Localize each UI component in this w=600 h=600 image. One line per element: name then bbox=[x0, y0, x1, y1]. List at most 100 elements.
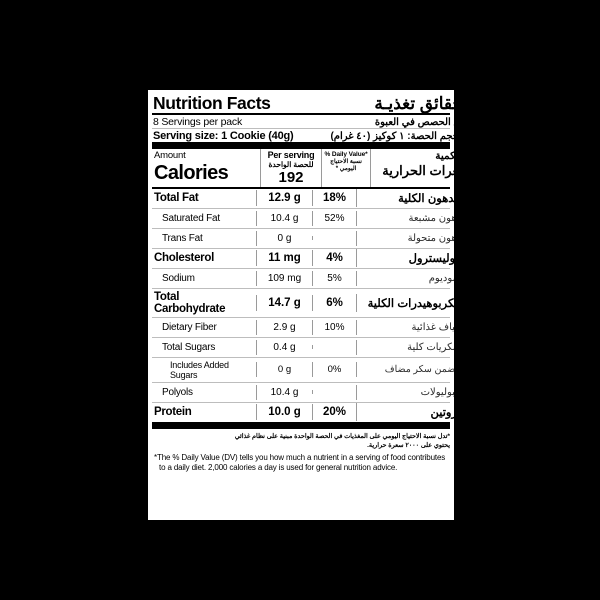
nutrient-row: Polyols 10.4 g البوليولات bbox=[148, 383, 454, 402]
row-divider bbox=[152, 401, 450, 403]
nutrient-row: Cholesterol 11 mg 4% كوليسترول bbox=[148, 249, 454, 268]
nutrient-row: Includes Added Sugars 0 g 0% يتضمن سكر مضاف bbox=[148, 358, 454, 382]
nutrient-name-en: Total Sugars bbox=[162, 341, 216, 353]
nutrient-name-ar: الكربوهيدرات الكلية bbox=[356, 293, 454, 312]
servings-per-pack-en: 8 Servings per pack bbox=[153, 116, 242, 129]
footnote-english-line-1: *The % Daily Value (DV) tells you how mu… bbox=[154, 452, 446, 462]
nutrient-amount: 0 g bbox=[256, 230, 312, 246]
nutrient-daily-value: 18% bbox=[312, 190, 356, 207]
calories-label: Calories bbox=[154, 161, 229, 184]
nutrient-row: Sodium 109 mg5%صوديوم bbox=[148, 269, 454, 288]
nutrient-name-ar: يتضمن سكر مضاف bbox=[356, 362, 454, 378]
nutrient-amount: 12.9 g bbox=[256, 190, 312, 207]
nutrient-daily-value bbox=[312, 390, 356, 395]
servings-per-pack-ar: ٨ الحصص في العبوة bbox=[374, 117, 454, 129]
footnote-english: *The % Daily Value (DV) tells you how mu… bbox=[154, 453, 448, 474]
daily-value-label-ar-2: اليومي * bbox=[335, 166, 357, 173]
row-divider bbox=[152, 316, 450, 318]
nutrient-amount: 14.7 g bbox=[256, 294, 312, 311]
footnote-english-line-2: to a daily diet. 2,000 calories a day is… bbox=[159, 463, 398, 473]
divider-thick-bottom bbox=[152, 421, 450, 429]
row-divider bbox=[152, 247, 450, 249]
per-serving-label-ar: للحصة الواحدة bbox=[268, 160, 314, 170]
row-divider bbox=[152, 287, 450, 289]
row-divider bbox=[152, 227, 450, 229]
nutrient-name-ar: دهون مشبعة bbox=[356, 210, 454, 226]
nutrient-amount: 10.0 g bbox=[256, 404, 312, 421]
nutrient-row: Total Fat 12.9 g 18% الدهون الكلية bbox=[148, 189, 454, 208]
nutrient-name-en: Polyols bbox=[162, 386, 193, 398]
page-title: Nutrition Facts bbox=[153, 93, 271, 113]
nutrient-name-en: Includes Added Sugars bbox=[170, 359, 229, 380]
nutrient-name-ar: البوليولات bbox=[356, 384, 454, 400]
nutrient-amount: 11 mg bbox=[256, 250, 312, 267]
footnote-arabic-line-1: *تدل نسبة الاحتياج اليومي على المغذيات ف… bbox=[234, 432, 450, 440]
nutrient-row: Total Sugars 0.4 g سكريات كلية bbox=[148, 338, 454, 357]
nutrient-amount: 10.4 g bbox=[256, 210, 312, 226]
per-serving-label-en: Per serving bbox=[267, 150, 315, 161]
calories-arabic-cell: الكمية السعرات الحرارية bbox=[370, 149, 456, 187]
nutrient-name-ar: ألياف غذائية bbox=[356, 319, 454, 335]
amount-label: Amount bbox=[154, 150, 186, 162]
divider-servings bbox=[152, 128, 450, 130]
nutrient-amount: 10.4 g bbox=[256, 384, 312, 400]
nutrient-name-ar: سكريات كلية bbox=[356, 339, 454, 355]
nutrient-daily-value bbox=[312, 345, 356, 350]
nutrient-amount: 0 g bbox=[256, 362, 312, 378]
daily-value-label-en: % Daily Value* bbox=[324, 151, 368, 159]
nutrient-name-en: Total Carbohydrate bbox=[154, 290, 226, 315]
nutrient-daily-value: 6% bbox=[312, 294, 356, 311]
nutrient-name-en: Trans Fat bbox=[162, 232, 203, 244]
nutrient-name-en: Saturated Fat bbox=[162, 212, 220, 224]
nutrient-daily-value: 20% bbox=[312, 404, 356, 421]
row-divider bbox=[152, 207, 450, 209]
nutrient-daily-value bbox=[312, 236, 356, 241]
nutrient-row: Protein 10.0 g20%بروتين bbox=[148, 403, 454, 422]
nutrient-name-en: Cholesterol bbox=[154, 252, 214, 265]
nutrient-row: Trans Fat 0 g دهون متحولة bbox=[148, 229, 454, 248]
page-title-arabic: حقائق تغذيـة bbox=[374, 93, 456, 113]
nutrient-daily-value: 4% bbox=[312, 250, 356, 267]
divider-under-title bbox=[152, 113, 450, 116]
serving-size-row: Serving size: 1 Cookie (40g) حجم الحصة: … bbox=[148, 129, 454, 142]
nutrient-amount: 109 mg bbox=[256, 270, 312, 286]
row-divider bbox=[152, 381, 450, 383]
serving-size-en: Serving size: 1 Cookie (40g) bbox=[153, 130, 294, 143]
row-divider bbox=[152, 267, 450, 269]
nutrient-name-en: Protein bbox=[154, 406, 192, 419]
nutrient-row: Dietary Fiber 2.9 g10%ألياف غذائية bbox=[148, 318, 454, 337]
per-serving-cell: Per serving للحصة الواحدة 192 bbox=[260, 149, 321, 187]
nutrient-name-ar: دهون متحولة bbox=[356, 230, 454, 246]
daily-value-header-cell: % Daily Value* نسبة الاحتياج اليومي * bbox=[321, 149, 370, 187]
divider-thick-top bbox=[152, 142, 450, 150]
nutrient-name-en: Sodium bbox=[162, 272, 195, 284]
calories-header-band: Amount Calories Per serving للحصة الواحد… bbox=[148, 149, 456, 187]
nutrient-name-ar: الدهون الكلية bbox=[356, 189, 454, 208]
row-divider bbox=[152, 336, 450, 338]
nutrient-daily-value: 0% bbox=[312, 362, 356, 378]
daily-value-label-ar-1: نسبة الاحتياج bbox=[330, 158, 362, 165]
nutrient-name-ar: كوليسترول bbox=[356, 249, 454, 268]
row-divider bbox=[152, 356, 450, 358]
nutrient-name-en: Dietary Fiber bbox=[162, 321, 217, 333]
nutrient-row: Saturated Fat 10.4 g 52% دهون مشبعة bbox=[148, 209, 454, 228]
nutrient-name-ar: بروتين bbox=[356, 403, 454, 422]
amount-label-ar: الكمية bbox=[435, 150, 456, 163]
footnote-block: *تدل نسبة الاحتياج اليومي على المغذيات ف… bbox=[148, 429, 454, 476]
nutrition-facts-label: Nutrition Facts حقائق تغذيـة 8 Servings … bbox=[146, 88, 456, 522]
calories-label-ar: السعرات الحرارية bbox=[382, 162, 456, 178]
nutrient-name-en: Total Fat bbox=[154, 192, 199, 205]
nutrient-daily-value: 10% bbox=[312, 319, 356, 335]
nutrient-amount: 0.4 g bbox=[256, 339, 312, 355]
footnote-arabic-line-2: يحتوي على ٢٠٠٠ سعرة حرارية. bbox=[367, 442, 450, 450]
nutrient-row: Total Carbohydrate 14.7 g 6% الكربوهيدرات ا… bbox=[148, 289, 454, 317]
calories-value: 192 bbox=[278, 168, 304, 186]
nutrient-daily-value: 5% bbox=[312, 270, 356, 286]
nutrient-daily-value: 52% bbox=[312, 210, 356, 226]
label-header: Nutrition Facts حقائق تغذيـة bbox=[148, 90, 454, 113]
nutrient-name-ar: صوديوم bbox=[356, 270, 454, 286]
nutrient-rows: Total Fat 12.9 g 18% الدهون الكلية Saturated… bbox=[148, 189, 454, 422]
divider-under-calories bbox=[152, 186, 450, 189]
servings-per-pack-row: 8 Servings per pack ٨ الحصص في العبوة bbox=[148, 115, 454, 128]
